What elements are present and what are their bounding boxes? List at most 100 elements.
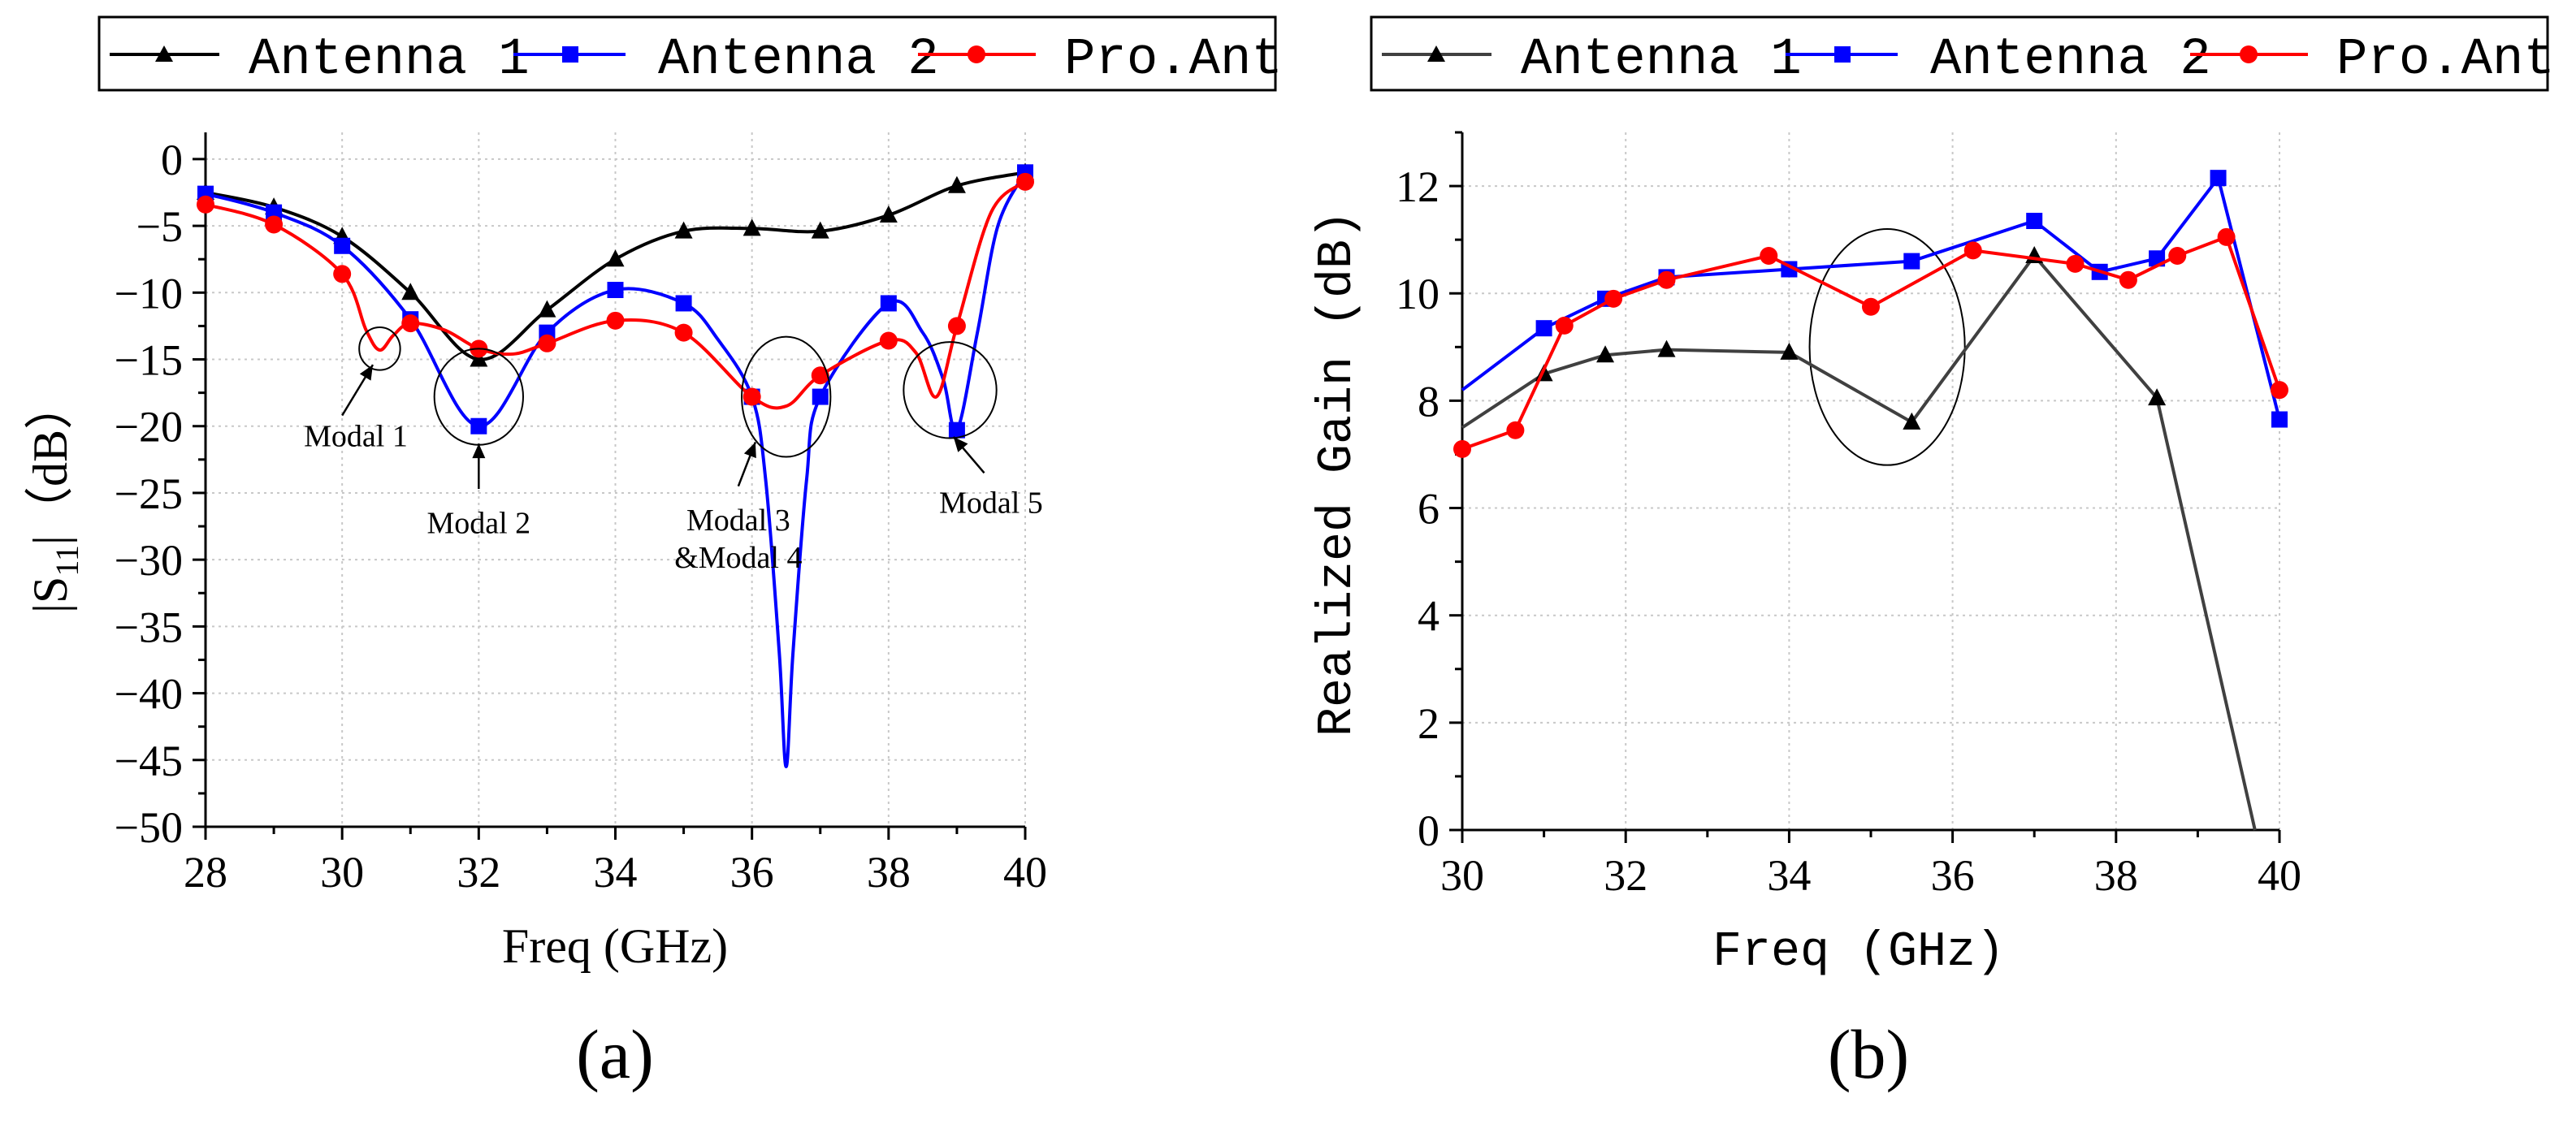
a-series-antenna2-point xyxy=(266,204,283,221)
b-series-antenna2-point xyxy=(1903,253,1920,270)
b-series-antenna1-point xyxy=(2148,388,2167,406)
a-annotation-arrowhead xyxy=(953,436,968,452)
a-series-pro-ant-point xyxy=(265,215,284,234)
chart-b-tick-labels: 30 32 34 36 38 40 0 2 4 6 8 10 12 xyxy=(1396,162,2301,900)
a-ytick-label: −35 xyxy=(115,603,183,651)
a-annotation-ellipse xyxy=(358,326,401,371)
b-xtick-label: 40 xyxy=(2258,851,2301,900)
chart-b-legend: Antenna 1 Antenna 2 Pro.Ant xyxy=(1370,15,2555,92)
b-series-antenna1-point xyxy=(1780,342,1799,360)
b-ytick-label: 12 xyxy=(1396,162,1440,211)
chart-b-legend-marker-pro-ant xyxy=(2240,45,2258,63)
a-xtick-label: 30 xyxy=(320,848,364,897)
b-series-pro-ant-point xyxy=(2217,227,2236,246)
a-series-antenna1-point xyxy=(538,300,556,318)
chart-a-axes xyxy=(193,132,1027,840)
chart-b-panel-label: (b) xyxy=(1828,1015,1909,1093)
a-series-antenna2-point xyxy=(880,295,897,312)
chart-a-ylabel-main: |S xyxy=(24,577,77,613)
a-annotation-label: &Modal 4 xyxy=(674,541,802,575)
a-series-antenna2-line xyxy=(205,171,1027,769)
b-series-pro-ant-point xyxy=(2168,246,2187,265)
a-annotation-label: Modal 5 xyxy=(939,486,1043,521)
a-annotation-arrowhead xyxy=(472,443,486,459)
a-ytick-label: 0 xyxy=(161,136,183,184)
a-annotation-arrowhead xyxy=(743,442,756,459)
a-series-pro-ant-point xyxy=(811,366,829,385)
a-xtick-label: 38 xyxy=(867,848,911,897)
chart-a-ylabel: |S11|（dB） xyxy=(24,381,85,613)
chart-a-series xyxy=(197,162,1034,769)
b-series-antenna1-point xyxy=(1657,339,1676,357)
a-series-antenna2-point xyxy=(334,237,351,254)
b-ytick-label: 10 xyxy=(1396,270,1440,318)
chart-b-ylabel: Realized Gain (dB) xyxy=(1310,210,1366,737)
chart-a-xlabel: Freq (GHz) xyxy=(502,919,728,973)
b-series-antenna1-point xyxy=(1903,412,1921,430)
a-series-pro-ant-point xyxy=(947,317,966,335)
a-series-antenna1-point xyxy=(606,249,625,267)
chart-a-annotations: Modal 1 Modal 2 Modal 3&Modal 4 Modal 5 xyxy=(304,326,1043,575)
a-annotation-label: Modal 2 xyxy=(426,506,530,540)
b-series-pro-ant-point xyxy=(1963,241,1982,260)
b-series-pro-ant-point xyxy=(1453,439,1471,458)
b-series-pro-ant-point xyxy=(1862,297,1880,316)
a-ytick-label: −45 xyxy=(115,737,183,785)
chart-b-legend-marker-antenna2 xyxy=(1834,46,1851,63)
chart-a-legend-label-antenna1: Antenna 1 xyxy=(249,31,530,89)
b-series-pro-ant-point xyxy=(1555,316,1574,335)
a-series-antenna1-point xyxy=(674,221,693,239)
chart-a-legend: Antenna 1 Antenna 2 Pro.Ant xyxy=(97,15,1283,92)
a-annotation-ellipse xyxy=(903,341,998,439)
a-series-antenna1-point xyxy=(742,218,761,236)
chart-b-annotations xyxy=(1808,227,1966,466)
chart-a-legend-label-antenna2: Antenna 2 xyxy=(658,31,939,89)
a-ytick-label: −5 xyxy=(136,202,183,251)
chart-b-legend-label-antenna1: Antenna 1 xyxy=(1521,31,1802,89)
a-annotation-arrowhead xyxy=(359,365,374,381)
b-series-pro-ant-point xyxy=(2119,270,2137,289)
b-ytick-label: 4 xyxy=(1418,592,1440,641)
chart-b-xlabel: Freq (GHz) xyxy=(1712,925,2005,980)
a-annotation-label: Modal 3 xyxy=(686,504,790,538)
b-annotation-ellipse xyxy=(1808,227,1966,466)
a-ytick-label: −40 xyxy=(115,670,183,719)
a-series-pro-ant-point xyxy=(401,314,420,333)
chart-a-legend-marker-pro-ant xyxy=(968,45,985,63)
a-series-pro-ant-point xyxy=(606,311,625,330)
b-ytick-label: 0 xyxy=(1418,806,1440,855)
a-ytick-label: −50 xyxy=(115,803,183,852)
a-xtick-label: 40 xyxy=(1003,848,1047,897)
b-series-pro-ant-point xyxy=(1760,246,1778,265)
b-series-antenna2-point xyxy=(1535,320,1552,337)
a-xtick-label: 34 xyxy=(594,848,638,897)
a-series-antenna1-point xyxy=(401,283,420,300)
a-series-pro-ant-point xyxy=(879,331,898,350)
a-series-pro-ant-point xyxy=(197,195,214,214)
a-xtick-label: 36 xyxy=(730,848,774,897)
b-series-pro-ant-point xyxy=(1657,270,1676,289)
a-series-antenna1-point xyxy=(470,349,488,367)
chart-b-legend-label-antenna2: Antenna 2 xyxy=(1930,31,2211,89)
a-series-antenna2-point xyxy=(948,422,965,439)
b-xtick-label: 30 xyxy=(1440,851,1484,900)
a-series-antenna1-point xyxy=(947,175,966,193)
b-ytick-label: 8 xyxy=(1418,377,1440,426)
b-series-antenna1-point xyxy=(1596,345,1615,363)
a-ytick-label: −25 xyxy=(115,469,183,518)
b-series-pro-ant-point xyxy=(1604,289,1623,308)
a-xtick-label: 28 xyxy=(184,848,227,897)
a-annotation-label: Modal 1 xyxy=(304,419,408,453)
b-series-antenna2-point xyxy=(2210,170,2227,187)
a-ytick-label: −10 xyxy=(115,269,183,318)
chart-a-ylabel-tail: |（dB） xyxy=(24,381,77,545)
b-xtick-label: 36 xyxy=(1931,851,1975,900)
b-ytick-label: 2 xyxy=(1418,699,1440,748)
a-series-pro-ant-point xyxy=(674,323,693,342)
b-series-antenna2-point xyxy=(2026,213,2043,230)
b-xtick-label: 34 xyxy=(1767,851,1811,900)
a-ytick-label: −20 xyxy=(115,403,183,452)
chart-a-legend-label-pro-ant: Pro.Ant xyxy=(1064,31,1283,89)
chart-a-tick-labels: 28 30 32 34 36 38 40 0 −5 −10 −15 −20 −25 −30 −35 −40 −4… xyxy=(115,136,1047,897)
